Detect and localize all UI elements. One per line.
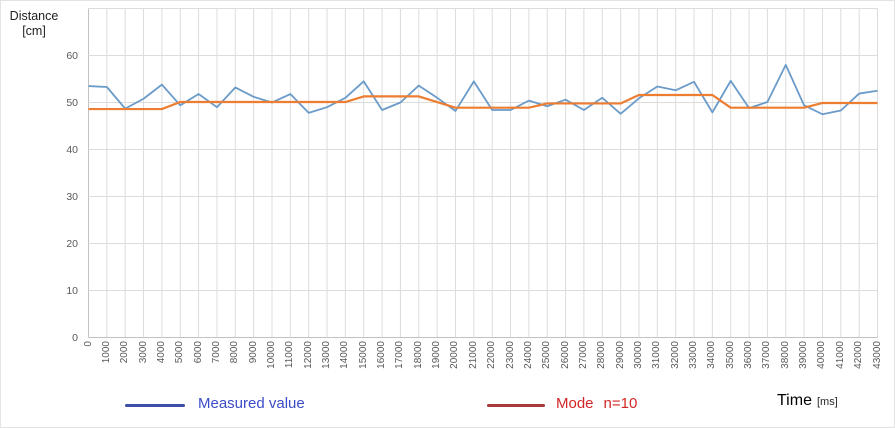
legend-mode-label: Mode n=10: [556, 395, 637, 413]
x-tick-label: 0: [82, 341, 94, 347]
y-tick-label: 10: [66, 284, 78, 297]
x-tick-label: 20000: [449, 341, 461, 369]
x-tick-label: 38000: [779, 341, 791, 369]
x-tick-label: 19000: [431, 341, 443, 369]
x-tick-label: 34000: [706, 341, 718, 369]
x-tick-label: 12000: [302, 341, 314, 369]
x-tick-label: 11000: [284, 341, 296, 369]
x-axis-title-text: Time: [777, 392, 812, 409]
x-tick-label: 17000: [394, 341, 406, 369]
x-tick-label: 29000: [614, 341, 626, 369]
x-tick-label: 39000: [798, 341, 810, 369]
x-tick-label: 14000: [339, 341, 351, 369]
x-tick-label: 1000: [100, 341, 112, 364]
x-tick-label: 42000: [853, 341, 865, 369]
y-axis-title-unit: [cm]: [22, 24, 46, 38]
x-tick-label: 3000: [137, 341, 149, 364]
x-tick-label: 21000: [467, 341, 479, 369]
y-tick-label: 60: [66, 49, 78, 62]
x-tick-label: 16000: [376, 341, 388, 369]
x-axis-title: Time [ms]: [777, 392, 838, 410]
x-tick-label: 9000: [247, 341, 259, 364]
x-tick-label: 27000: [577, 341, 589, 369]
x-tick-label: 31000: [651, 341, 663, 369]
y-axis-title: Distance [cm]: [2, 9, 66, 39]
y-tick-label: 30: [66, 190, 78, 203]
y-axis-title-text: Distance: [9, 9, 59, 23]
x-tick-label: 35000: [724, 341, 736, 369]
x-tick-label: 6000: [192, 341, 204, 364]
legend-mode-param: n=10: [603, 395, 638, 412]
x-tick-label: 2000: [119, 341, 131, 364]
legend-measured-swatch: [125, 404, 185, 407]
x-tick-label: 25000: [541, 341, 553, 369]
x-tick-label: 13000: [321, 341, 333, 369]
legend-mode-swatch: [487, 404, 545, 407]
x-tick-label: 30000: [632, 341, 644, 369]
x-tick-label: 8000: [229, 341, 241, 364]
x-tick-label: 26000: [559, 341, 571, 369]
y-tick-label: 40: [66, 143, 78, 156]
x-tick-label: 32000: [669, 341, 681, 369]
x-tick-label: 7000: [210, 341, 222, 364]
x-tick-label: 40000: [816, 341, 828, 369]
chart-canvas: [88, 8, 878, 338]
y-tick-label: 20: [66, 237, 78, 250]
legend-mode-text: Mode: [556, 395, 594, 412]
y-tick-label: 0: [72, 331, 78, 344]
x-tick-label: 10000: [265, 341, 277, 369]
x-tick-label: 43000: [871, 341, 883, 369]
x-tick-label: 24000: [522, 341, 534, 369]
x-tick-label: 18000: [412, 341, 424, 369]
x-tick-label: 15000: [357, 341, 369, 369]
x-tick-label: 41000: [834, 341, 846, 369]
x-tick-label: 28000: [596, 341, 608, 369]
x-axis-title-unit: [ms]: [816, 396, 838, 408]
x-tick-label: 33000: [688, 341, 699, 369]
x-tick-label: 5000: [174, 341, 186, 364]
x-tick-label: 36000: [743, 341, 755, 369]
x-tick-label: 23000: [504, 341, 516, 369]
x-tick-label: 37000: [761, 341, 773, 369]
legend-measured-label: Measured value: [198, 395, 305, 412]
y-tick-label: 50: [66, 96, 78, 109]
x-tick-label: 4000: [155, 341, 167, 364]
x-tick-label: 22000: [486, 341, 498, 369]
